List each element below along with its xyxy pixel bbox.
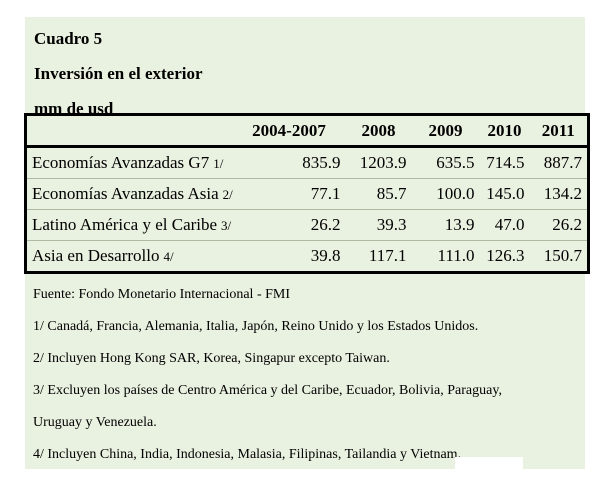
- cell-value: 111.0: [411, 240, 480, 273]
- source-note: Fuente: Fondo Monetario Internacional - …: [33, 287, 291, 302]
- cell-value: 887.7: [543, 153, 582, 172]
- row-label-text: Latino América y el Caribe: [32, 215, 218, 234]
- cell-value: 1203.9: [359, 153, 407, 172]
- cell-value: 835.9: [302, 153, 341, 172]
- table-row-latam: Latino América y el Caribe 3/ 26.2 39.3 1…: [25, 209, 589, 241]
- cell-value: 39.8: [232, 240, 346, 273]
- column-header-2009: 2009: [411, 114, 480, 148]
- column-header-2008: 2008: [345, 114, 412, 148]
- footnote-1: 1/ Canadá, Francia, Alemania, Italia, Ja…: [33, 319, 479, 334]
- column-header-2004-2007: 2004-2007: [232, 114, 346, 148]
- cell-value: 150.7: [529, 240, 589, 273]
- cell-value: 77.1: [232, 178, 346, 210]
- row-label-g7: Economías Avanzadas G7 1/: [26, 147, 233, 179]
- cell-value: 117.1: [345, 240, 412, 273]
- footnote-4: 4/ Incluyen China, India, Indonesia, Mal…: [33, 447, 462, 462]
- column-header-2011: 2011: [529, 114, 589, 148]
- footnote-3-line1: 3/ Excluyen los países de Centro América…: [33, 383, 502, 398]
- footnote-3-line2: Uruguay y Venezuela.: [33, 415, 157, 430]
- footnote-marker: 2/: [222, 187, 233, 202]
- footnotes-block: Fuente: Fondo Monetario Internacional - …: [33, 279, 581, 471]
- cell-value: 145.0: [479, 178, 530, 210]
- cell-value: 635.5: [436, 153, 475, 172]
- cell-value: 134.2: [529, 178, 589, 210]
- footnote-marker: 4/: [163, 249, 174, 264]
- cell-value: 126.3: [479, 240, 530, 273]
- row-label-asia-desarrollo: Asia en Desarrollo 4/: [25, 240, 233, 273]
- table-row-asia-avanzadas: Economías Avanzadas Asia 2/ 77.1 85.7 100…: [25, 178, 589, 210]
- table-row-asia-desarrollo: Asia en Desarrollo 4/ 39.8 117.1 111.0 12…: [25, 240, 589, 273]
- row-label-text: Economías Avanzadas Asia: [32, 184, 219, 203]
- panel-corner-notch: [455, 457, 523, 469]
- cell-value: 13.9: [411, 209, 480, 241]
- title-block: Cuadro 5 Inversión en el exterior mm de …: [34, 21, 203, 126]
- row-label-latam: Latino América y el Caribe 3/: [25, 209, 233, 241]
- column-header-empty: [25, 114, 233, 148]
- table-number-title: Cuadro 5: [34, 29, 103, 48]
- investment-table: 2004-2007 2008 2009 2010 2011 Economías …: [24, 113, 590, 274]
- cell-value: 714.5: [486, 153, 525, 172]
- cell-value: 100.0: [411, 178, 480, 210]
- column-header-2010: 2010: [479, 114, 530, 148]
- table-row-g7: Economías Avanzadas G7 1/ 835.9 1203.9 63…: [26, 147, 589, 179]
- cell-value: 26.2: [232, 209, 346, 241]
- footnote-marker: 3/: [221, 218, 232, 233]
- table-header-row: 2004-2007 2008 2009 2010 2011: [25, 114, 589, 148]
- cell-value: 26.2: [529, 209, 589, 241]
- cell-value: 47.0: [479, 209, 530, 241]
- table-title: Inversión en el exterior: [34, 64, 203, 83]
- row-label-text: Economías Avanzadas G7: [32, 153, 210, 172]
- cell-value: 85.7: [345, 178, 412, 210]
- cell-value: 39.3: [345, 209, 412, 241]
- row-label-asia-avanzadas: Economías Avanzadas Asia 2/: [25, 178, 233, 210]
- row-label-text: Asia en Desarrollo: [32, 246, 160, 265]
- table-panel: Cuadro 5 Inversión en el exterior mm de …: [24, 17, 590, 471]
- footnote-marker: 1/: [213, 156, 224, 171]
- footnote-2: 2/ Incluyen Hong Kong SAR, Korea, Singap…: [33, 351, 390, 366]
